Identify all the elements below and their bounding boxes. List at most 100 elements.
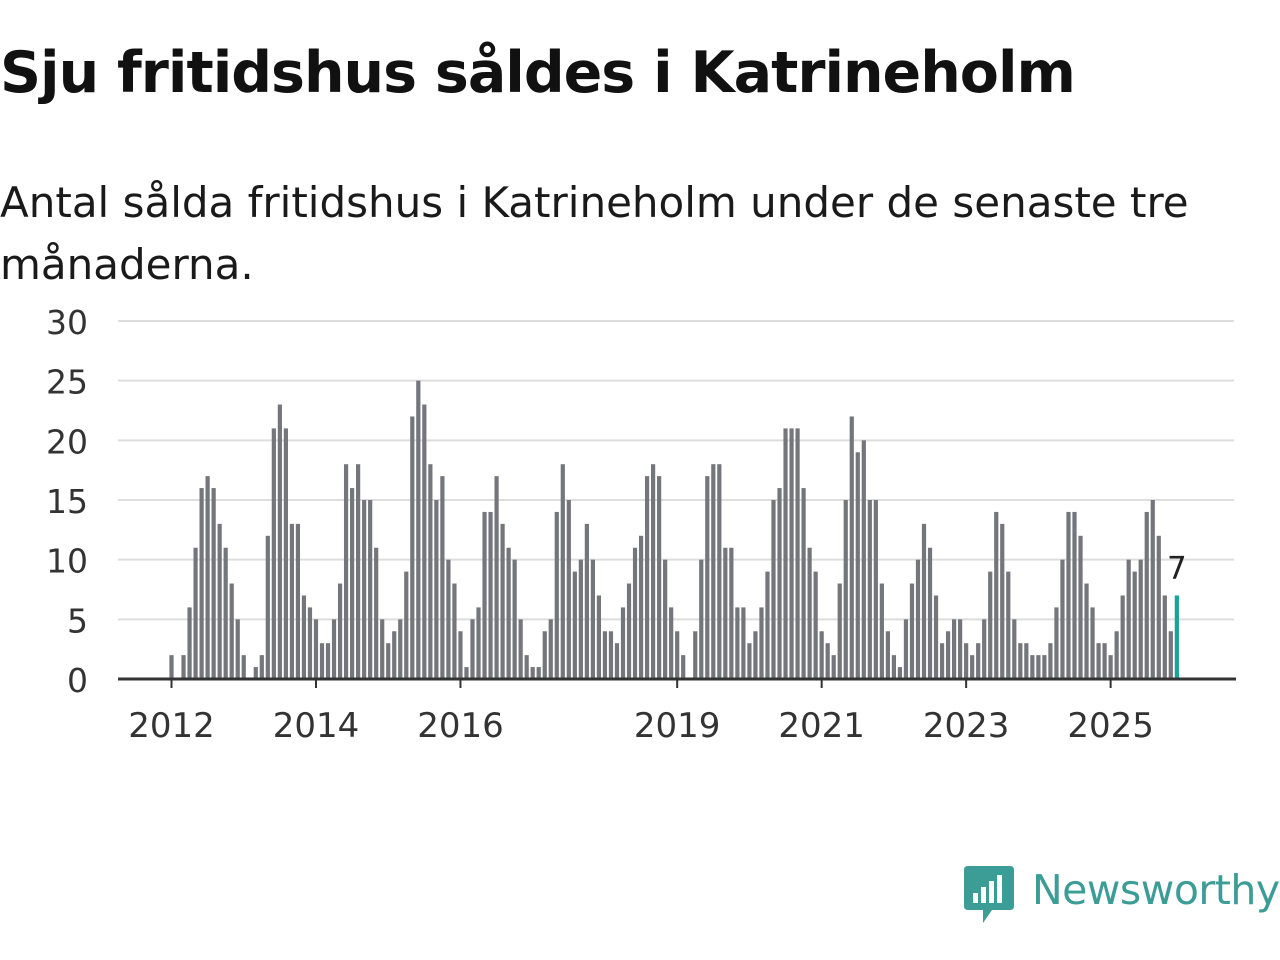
bar bbox=[434, 500, 439, 679]
bar bbox=[295, 523, 301, 679]
bar bbox=[410, 416, 415, 679]
bar bbox=[494, 476, 499, 679]
bar bbox=[1018, 643, 1023, 679]
bar bbox=[428, 464, 433, 679]
bar bbox=[277, 404, 282, 679]
bar bbox=[193, 547, 198, 679]
bar bbox=[741, 607, 746, 679]
bar bbox=[638, 535, 644, 679]
bar bbox=[235, 619, 240, 679]
last-value-label: 7 bbox=[1167, 550, 1187, 586]
x-tick-label: 2025 bbox=[1067, 706, 1154, 746]
bar bbox=[307, 607, 313, 679]
bar bbox=[512, 559, 517, 679]
bar bbox=[729, 547, 734, 679]
bar bbox=[1144, 511, 1149, 679]
bar bbox=[994, 511, 999, 679]
bar bbox=[259, 655, 264, 679]
bar bbox=[843, 500, 848, 679]
bar bbox=[909, 583, 915, 679]
bar bbox=[1114, 631, 1119, 679]
bar bbox=[1006, 571, 1011, 679]
bar bbox=[807, 547, 812, 679]
bar bbox=[301, 595, 307, 679]
bar bbox=[921, 523, 927, 679]
bar bbox=[1090, 607, 1095, 679]
bar bbox=[1096, 643, 1101, 679]
bar bbox=[849, 416, 854, 679]
bar bbox=[723, 547, 728, 679]
bar bbox=[801, 488, 806, 679]
bar bbox=[578, 559, 583, 679]
bar bbox=[705, 476, 710, 679]
bar bbox=[458, 631, 463, 679]
bar bbox=[777, 488, 782, 679]
bar bbox=[897, 667, 903, 679]
bar bbox=[657, 476, 662, 679]
bar bbox=[452, 583, 457, 679]
bar bbox=[536, 667, 541, 679]
bar bbox=[217, 523, 222, 679]
bars: 7 bbox=[169, 380, 1187, 679]
bar bbox=[181, 655, 186, 679]
chart-subtitle: Antal sålda fritidshus i Katrineholm und… bbox=[0, 178, 1189, 289]
bar bbox=[362, 500, 367, 679]
y-tick-label: 15 bbox=[46, 482, 88, 521]
bar bbox=[614, 643, 620, 679]
bar bbox=[789, 428, 794, 679]
bar bbox=[374, 547, 379, 679]
newsworthy-logo: Newsworthy bbox=[964, 866, 1280, 924]
bar bbox=[416, 380, 421, 679]
bar bbox=[542, 631, 547, 679]
bar bbox=[572, 571, 577, 679]
bar bbox=[337, 583, 343, 679]
bar bbox=[879, 583, 884, 679]
bar bbox=[560, 464, 565, 679]
bar bbox=[988, 571, 993, 679]
bar bbox=[313, 619, 319, 679]
bar bbox=[759, 607, 764, 679]
x-tick-label: 2012 bbox=[128, 706, 215, 746]
bar bbox=[289, 523, 294, 679]
bar bbox=[584, 523, 589, 679]
bar bbox=[169, 655, 174, 679]
y-tick-label: 0 bbox=[67, 661, 88, 700]
bar bbox=[356, 464, 361, 679]
bar bbox=[933, 595, 939, 679]
x-tick-label: 2023 bbox=[923, 706, 1010, 746]
bar bbox=[903, 619, 909, 679]
bar bbox=[398, 619, 403, 679]
bar bbox=[813, 571, 818, 679]
bar bbox=[958, 619, 963, 679]
bar bbox=[1072, 511, 1077, 679]
bar bbox=[500, 523, 505, 679]
bar bbox=[470, 619, 475, 679]
gridlines bbox=[118, 320, 1234, 621]
bar bbox=[939, 643, 945, 679]
bar bbox=[482, 511, 487, 679]
bar bbox=[1066, 511, 1071, 679]
bar bbox=[783, 428, 788, 679]
bar-latest bbox=[1174, 595, 1179, 679]
bar bbox=[626, 583, 632, 679]
bar bbox=[488, 511, 493, 679]
bar bbox=[1108, 655, 1113, 679]
bar bbox=[187, 607, 192, 679]
bar bbox=[205, 476, 210, 679]
bar bbox=[1078, 535, 1083, 679]
bar bbox=[970, 655, 975, 679]
bar bbox=[211, 488, 216, 679]
bar bbox=[663, 559, 668, 679]
bar bbox=[1048, 643, 1053, 679]
bar bbox=[1054, 607, 1059, 679]
bar bbox=[717, 464, 722, 679]
bar bbox=[1132, 571, 1137, 679]
bar bbox=[590, 559, 595, 679]
bar bbox=[669, 607, 674, 679]
x-tick-label: 2016 bbox=[417, 706, 504, 746]
bar bbox=[819, 631, 824, 679]
bar bbox=[711, 464, 716, 679]
bar bbox=[566, 500, 571, 679]
bar bbox=[386, 643, 391, 679]
bar bbox=[976, 643, 981, 679]
